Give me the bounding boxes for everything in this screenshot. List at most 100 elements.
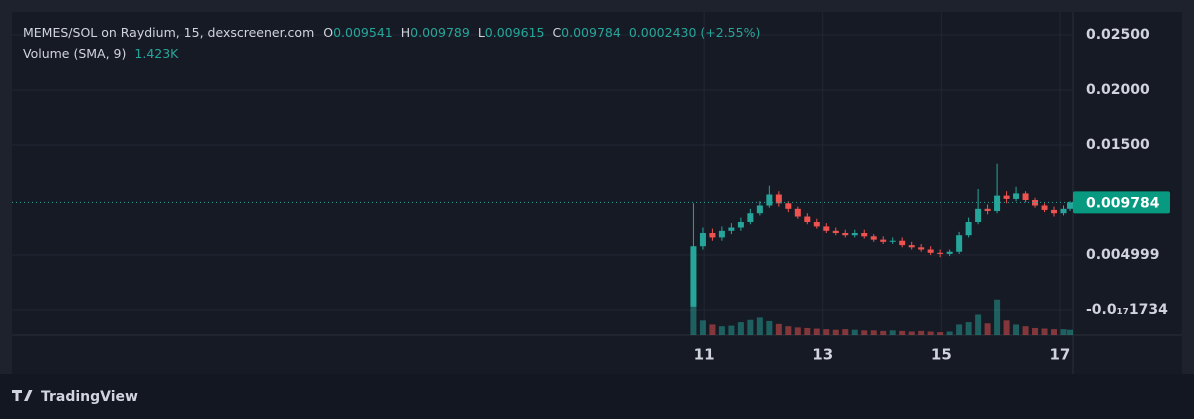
volume-bar — [775, 323, 782, 335]
candle-body — [908, 245, 915, 248]
candle-body — [1003, 195, 1010, 199]
volume-bar — [899, 330, 906, 335]
ohlc-value: 0.009789 — [410, 25, 470, 40]
volume-bar — [1051, 329, 1058, 335]
volume-bar — [918, 330, 925, 335]
volume-value: 1.423K — [134, 46, 179, 61]
volume-bar — [699, 320, 706, 335]
volume-bar — [851, 329, 858, 335]
volume-bar — [785, 326, 792, 335]
volume-bar — [889, 330, 896, 335]
candle-body — [832, 230, 839, 234]
candle-body — [842, 233, 849, 236]
x-tick-label: 17 — [1050, 346, 1071, 364]
candle-body — [756, 205, 763, 214]
volume-bar — [984, 323, 991, 335]
candle-body — [823, 226, 830, 231]
volume-bar — [927, 331, 934, 335]
volume-bar — [709, 324, 716, 335]
candle-body — [785, 203, 792, 209]
candle-body — [984, 208, 991, 212]
candle-body — [737, 222, 744, 228]
volume-bar — [880, 330, 887, 335]
last-price-box — [1073, 191, 1170, 214]
y-tick-label: 0.004999 — [1086, 247, 1160, 263]
candle-body — [794, 208, 801, 217]
candle-body — [965, 222, 972, 236]
y-tick-label: 0.01500 — [1086, 137, 1150, 153]
candle-body — [1022, 193, 1029, 201]
volume-bar — [870, 330, 877, 335]
candle-body — [937, 252, 944, 254]
brand: TradingView — [41, 389, 138, 405]
candle-body — [1041, 205, 1048, 210]
candle-body — [1032, 200, 1039, 206]
candle-body — [946, 251, 953, 254]
ohlc-value: 0.009615 — [485, 25, 545, 40]
candle-body — [709, 233, 716, 238]
volume-bar — [804, 327, 811, 335]
volume-bar — [823, 329, 830, 335]
volume-bar — [956, 324, 963, 335]
volume-bar — [690, 282, 697, 335]
candle-body — [1051, 209, 1058, 214]
candle-body — [918, 247, 925, 250]
candle-body — [766, 194, 773, 206]
candle-body — [899, 240, 906, 246]
x-tick-label: 15 — [931, 346, 952, 364]
ohlc-key: L — [478, 25, 485, 40]
volume-bar — [842, 329, 849, 335]
volume-bar — [794, 327, 801, 335]
volume-bar — [1013, 324, 1020, 335]
volume-header: Volume (SMA, 9) 1.423K — [23, 46, 179, 61]
volume-bar — [832, 329, 839, 335]
candle-body — [851, 233, 858, 236]
volume-bar — [747, 319, 754, 335]
candle-body — [1060, 208, 1067, 214]
candle-body — [861, 233, 868, 237]
candle-body — [1013, 193, 1020, 199]
volume-bar — [965, 322, 972, 335]
candle-body — [813, 222, 820, 227]
ohlc-value: 0.009541 — [333, 25, 393, 40]
volume-bar — [1067, 329, 1074, 335]
volume-bar — [1022, 326, 1029, 335]
candle-body — [975, 208, 982, 223]
volume-bar — [766, 320, 773, 335]
volume-bar — [756, 317, 763, 335]
volume-bar — [908, 331, 915, 335]
candle-body — [889, 240, 896, 242]
volume-bar — [937, 332, 944, 335]
volume-bar — [728, 325, 735, 335]
x-tick-label: 11 — [694, 346, 715, 364]
last-price-label: 0.009784 — [1086, 195, 1160, 211]
candle-body — [994, 195, 1001, 212]
candle-body — [718, 230, 725, 238]
volume-name: Volume (SMA, 9) — [23, 46, 126, 61]
y-tick-label: 0.02000 — [1086, 82, 1150, 98]
volume-bar — [1041, 328, 1048, 335]
volume-bar — [994, 299, 1001, 335]
footer — [0, 374, 1194, 419]
candle-body — [870, 236, 877, 240]
candle-body — [1067, 202, 1074, 209]
volume-bar — [946, 331, 953, 335]
volume-bar — [813, 328, 820, 335]
volume-bar — [975, 314, 982, 335]
volume-bar — [737, 322, 744, 335]
candle-body — [956, 235, 963, 252]
volume-bar — [718, 326, 725, 335]
volume-bar — [1060, 329, 1067, 335]
candle-body — [880, 239, 887, 242]
candle-body — [728, 227, 735, 231]
ohlc-key: O — [323, 25, 333, 40]
candle-body — [699, 233, 706, 247]
y-tick-label: -0.0₁₇1734 — [1086, 302, 1168, 318]
candle-body — [927, 249, 934, 253]
ohlc-key: C — [552, 25, 561, 40]
ohlc-value: 0.009784 — [561, 25, 621, 40]
volume-bar — [1003, 320, 1010, 335]
volume-bar — [1032, 327, 1039, 335]
